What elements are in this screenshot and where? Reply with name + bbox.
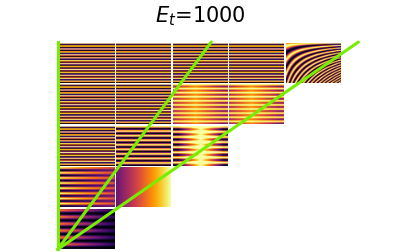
- Text: $E_t$=1000: $E_t$=1000: [155, 5, 245, 28]
